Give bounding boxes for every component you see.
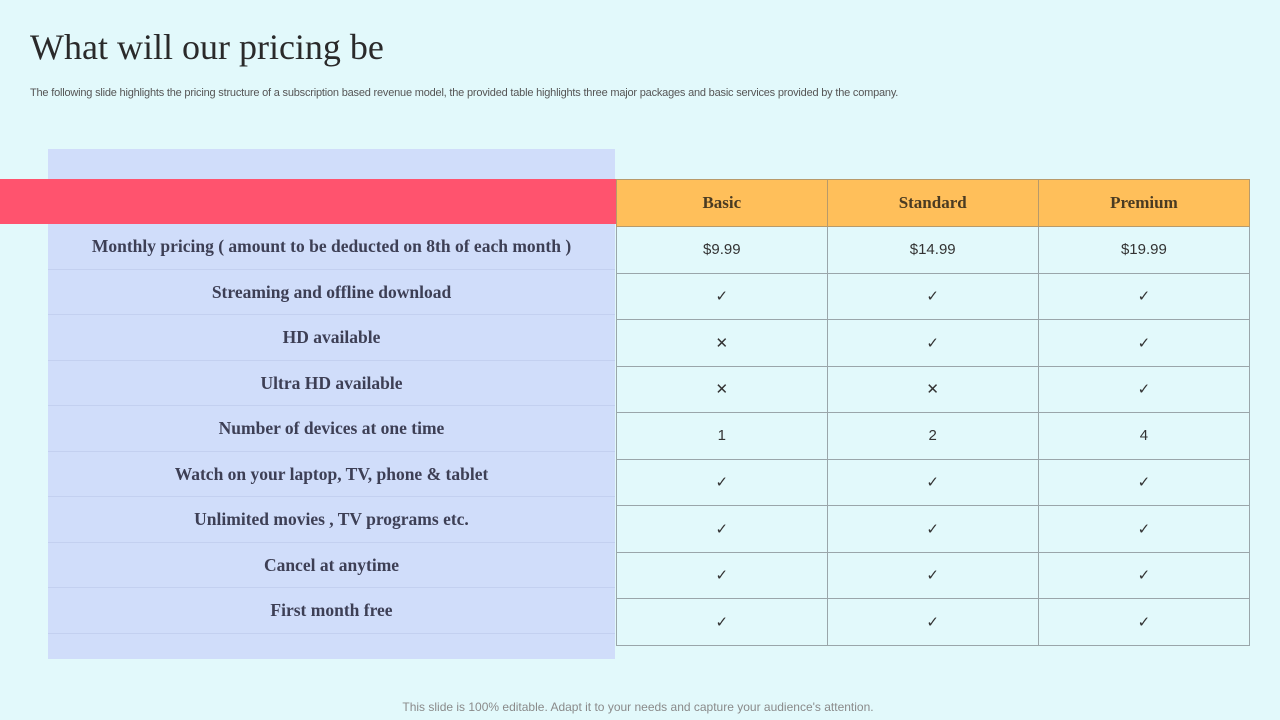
check-icon: ✓ xyxy=(616,505,828,553)
table-cell: $14.99 xyxy=(826,226,1039,274)
table-cell: 4 xyxy=(1037,412,1251,460)
check-icon: ✓ xyxy=(826,551,1039,599)
feature-label: Unlimited movies , TV programs etc. xyxy=(48,497,615,543)
check-icon: ✓ xyxy=(826,272,1039,320)
check-icon: ✓ xyxy=(826,505,1039,553)
check-icon: ✓ xyxy=(1037,505,1251,553)
table-row: ✕ ✓ ✓ xyxy=(616,319,1251,367)
accent-bar xyxy=(0,179,616,224)
table-row: ✓ ✓ ✓ xyxy=(616,458,1251,506)
table-row: ✕ ✕ ✓ xyxy=(616,365,1251,413)
check-icon: ✓ xyxy=(616,458,828,506)
footer-note: This slide is 100% editable. Adapt it to… xyxy=(402,700,874,714)
feature-label: Number of devices at one time xyxy=(48,406,615,452)
check-icon: ✓ xyxy=(616,272,828,320)
feature-label: HD available xyxy=(48,315,615,361)
column-header-standard: Standard xyxy=(826,179,1039,227)
feature-label: Watch on your laptop, TV, phone & tablet xyxy=(48,452,615,497)
check-icon: ✓ xyxy=(826,319,1039,367)
check-icon: ✓ xyxy=(826,458,1039,506)
feature-label: Streaming and offline download xyxy=(48,270,615,315)
cross-icon: ✕ xyxy=(826,365,1039,413)
cross-icon: ✕ xyxy=(616,365,828,413)
table-row: ✓ ✓ ✓ xyxy=(616,505,1251,553)
check-icon: ✓ xyxy=(1037,458,1251,506)
table-row: ✓ ✓ ✓ xyxy=(616,272,1251,320)
column-header-basic: Basic xyxy=(616,179,828,227)
table-cell: $19.99 xyxy=(1037,226,1251,274)
feature-label: First month free xyxy=(48,588,615,634)
table-row: $9.99 $14.99 $19.99 xyxy=(616,226,1251,274)
check-icon: ✓ xyxy=(616,551,828,599)
check-icon: ✓ xyxy=(1037,272,1251,320)
feature-labels: Monthly pricing ( amount to be deducted … xyxy=(48,224,615,634)
feature-label: Monthly pricing ( amount to be deducted … xyxy=(48,224,615,270)
pricing-table: Basic Standard Premium $9.99 $14.99 $19.99 ✓ ✓… xyxy=(616,179,1251,646)
page-subtitle: The following slide highlights the prici… xyxy=(30,87,899,99)
check-icon: ✓ xyxy=(1037,598,1251,646)
check-icon: ✓ xyxy=(1037,319,1251,367)
check-icon: ✓ xyxy=(826,598,1039,646)
check-icon: ✓ xyxy=(1037,551,1251,599)
table-cell: 1 xyxy=(616,412,828,460)
cross-icon: ✕ xyxy=(616,319,828,367)
feature-panel xyxy=(48,149,615,659)
table-cell: $9.99 xyxy=(616,226,828,274)
feature-label: Ultra HD available xyxy=(48,361,615,406)
feature-label: Cancel at anytime xyxy=(48,543,615,588)
table-row: ✓ ✓ ✓ xyxy=(616,551,1251,599)
check-icon: ✓ xyxy=(1037,365,1251,413)
table-cell: 2 xyxy=(826,412,1039,460)
table-row: ✓ ✓ ✓ xyxy=(616,598,1251,646)
check-icon: ✓ xyxy=(616,598,828,646)
column-header-premium: Premium xyxy=(1037,179,1251,227)
page-title: What will our pricing be xyxy=(30,27,384,67)
